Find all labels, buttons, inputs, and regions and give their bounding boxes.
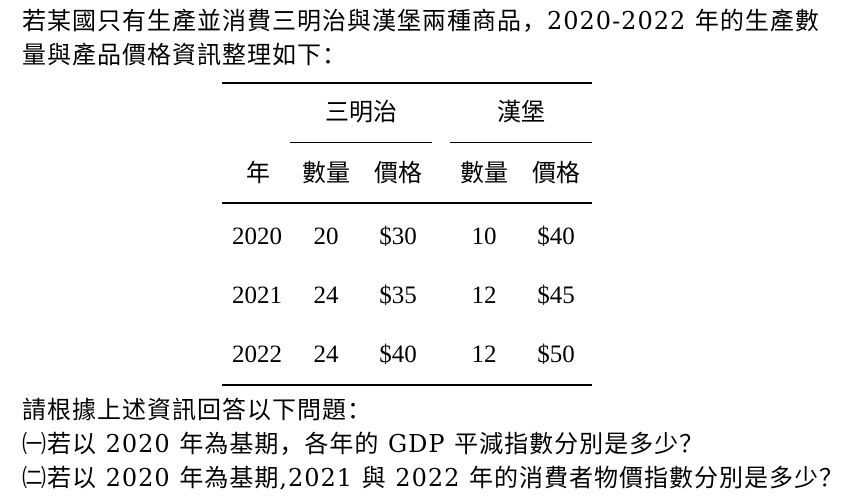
row-year-cell: 2022 [232, 341, 282, 368]
row-year-cell: 2021 [232, 282, 282, 309]
intro-paragraph: 若某國只有生產並消費三明治與漢堡兩種商品，2020-2022 年的生產數 量與產… [22, 4, 852, 72]
column-header-year: 年 [246, 159, 270, 187]
column-header-hamburger-quantity: 數量 [460, 159, 508, 187]
sandwich-quantity-cell: 24 [313, 341, 339, 368]
question-1: ㈠若以 2020 年為基期，各年的 GDP 平減指數分別是多少？ [22, 430, 705, 458]
row-year-cell: 2020 [232, 223, 282, 250]
hamburger-quantity-cell: 10 [471, 223, 497, 250]
questions-lead: 請根據上述資訊回答以下問題： [22, 396, 372, 424]
question-2: ㈡若以 2020 年為基期,2021 與 2022 年的消費者物價指數分別是多少… [22, 464, 845, 492]
intro-line-1: 若某國只有生產並消費三明治與漢堡兩種商品，2020-2022 年的生產數 [22, 7, 820, 35]
intro-line-2: 量與產品價格資訊整理如下： [22, 41, 347, 69]
column-header-sandwich-price: 價格 [374, 159, 422, 187]
group-header-sandwich: 三明治 [325, 98, 397, 126]
hamburger-price-cell: $45 [537, 282, 575, 309]
hamburger-price-cell: $50 [537, 341, 575, 368]
hamburger-price-cell: $40 [537, 223, 575, 250]
sandwich-quantity-cell: 24 [313, 282, 339, 309]
hamburger-quantity-cell: 12 [471, 341, 497, 368]
sandwich-price-cell: $30 [379, 223, 417, 250]
table-top-rule [222, 82, 592, 84]
group-rule-sandwich [290, 142, 432, 143]
group-header-hamburger: 漢堡 [497, 98, 545, 126]
sandwich-quantity-cell: 20 [313, 223, 339, 250]
price-quantity-table: 三明治 漢堡 年 數量 價格 數量 價格 2020 20 $30 10 $40 … [222, 82, 592, 388]
column-header-hamburger-price: 價格 [532, 159, 580, 187]
hamburger-quantity-cell: 12 [471, 282, 497, 309]
group-rule-hamburger [450, 142, 592, 143]
sandwich-price-cell: $40 [379, 341, 417, 368]
table-bottom-rule [222, 384, 592, 386]
column-header-sandwich-quantity: 數量 [302, 159, 350, 187]
sandwich-price-cell: $35 [379, 282, 417, 309]
table-header-rule [222, 202, 592, 204]
